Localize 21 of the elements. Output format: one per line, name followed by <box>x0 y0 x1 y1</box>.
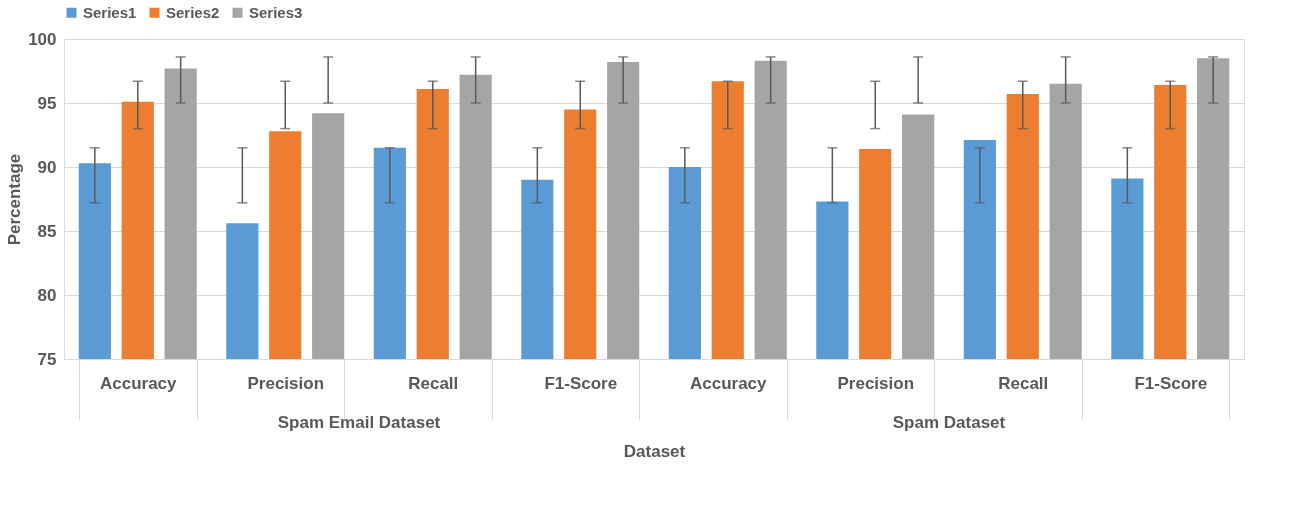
x-tick-label: F1-Score <box>544 373 618 393</box>
x-axis-title: Dataset <box>623 442 686 461</box>
x-tick-label: F1-Score <box>1134 373 1208 393</box>
x-tick-label: Recall <box>998 373 1049 393</box>
x-tick-label: Accuracy <box>689 373 768 393</box>
legend-label: Series1 <box>83 3 137 21</box>
y-axis-title: Percentage <box>5 153 25 246</box>
x-tick-label: Accuracy <box>99 373 178 393</box>
y-tick-label: 90 <box>37 157 57 177</box>
text: Spam Dataset <box>892 413 1006 432</box>
y-tick-label: 95 <box>37 93 57 113</box>
text: Spam Email Dataset <box>277 413 441 432</box>
x-tick-label: Recall <box>408 373 459 393</box>
x-tick-label: Precision <box>247 373 325 393</box>
y-tick-label: 75 <box>37 349 57 369</box>
y-tick-label: 85 <box>37 221 57 241</box>
legend-label: Series3 <box>249 3 303 21</box>
y-tick-label: 100 <box>28 29 57 49</box>
y-tick-label: 80 <box>37 285 57 305</box>
legend-label: Series2 <box>166 3 220 21</box>
x-tick-label: Precision <box>837 373 915 393</box>
